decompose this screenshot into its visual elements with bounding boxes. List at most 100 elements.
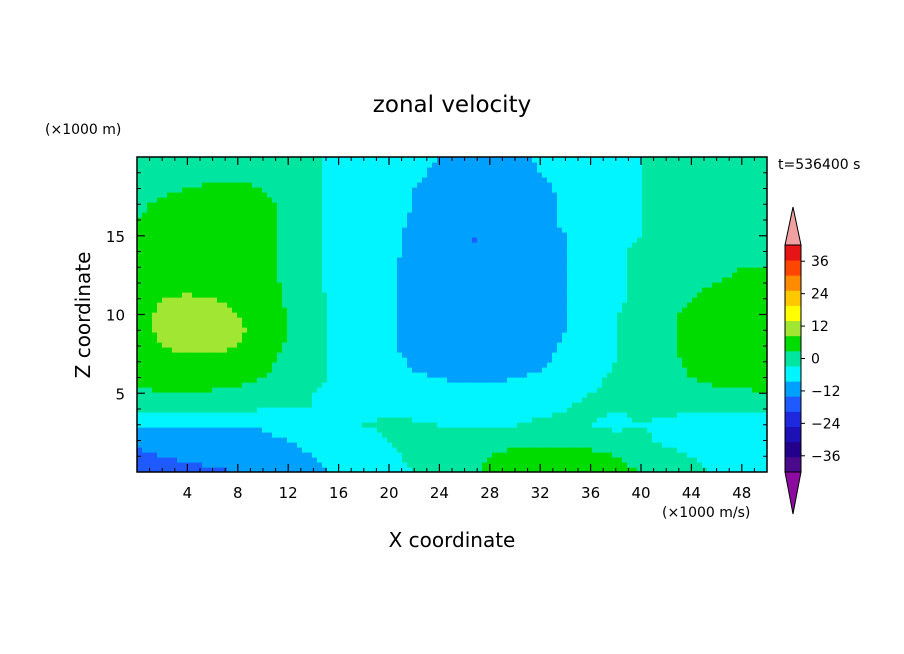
field-cell xyxy=(497,457,503,463)
field-cell xyxy=(242,402,248,408)
field-cell xyxy=(137,457,143,463)
field-cell xyxy=(172,442,178,448)
field-cell xyxy=(732,317,738,323)
field-cell xyxy=(492,437,498,443)
field-cell xyxy=(512,287,518,293)
field-cell xyxy=(732,287,738,293)
field-cell xyxy=(332,272,338,278)
field-cell xyxy=(302,357,308,363)
field-cell xyxy=(257,377,263,383)
field-cell xyxy=(267,322,273,328)
field-cell xyxy=(157,312,163,318)
field-cell xyxy=(437,297,443,303)
field-cell xyxy=(632,282,638,288)
field-cell xyxy=(612,402,618,408)
field-cell xyxy=(232,327,238,333)
field-cell xyxy=(212,422,218,428)
field-cell xyxy=(322,387,328,393)
field-cell xyxy=(212,332,218,338)
field-cell xyxy=(562,377,568,383)
field-cell xyxy=(362,407,368,413)
field-cell xyxy=(597,382,603,388)
field-cell xyxy=(147,352,153,358)
field-cell xyxy=(447,377,453,383)
field-cell xyxy=(327,372,333,378)
field-cell xyxy=(247,287,253,293)
field-cell xyxy=(207,287,213,293)
field-cell xyxy=(532,292,538,298)
field-cell xyxy=(302,377,308,383)
field-cell xyxy=(537,402,543,408)
field-cell xyxy=(712,407,718,413)
field-cell xyxy=(457,422,463,428)
field-cell xyxy=(307,437,313,443)
field-cell xyxy=(262,422,268,428)
field-cell xyxy=(332,377,338,383)
field-cell xyxy=(307,422,313,428)
field-cell xyxy=(627,317,633,323)
field-cell xyxy=(177,307,183,313)
field-cell xyxy=(657,367,663,373)
field-cell xyxy=(442,352,448,358)
field-cell xyxy=(512,417,518,423)
field-cell xyxy=(662,417,668,423)
field-cell xyxy=(682,417,688,423)
field-cell xyxy=(567,397,573,403)
field-cell xyxy=(637,352,643,358)
field-cell xyxy=(712,447,718,453)
field-cell xyxy=(172,272,178,278)
field-cell xyxy=(642,287,648,293)
field-cell xyxy=(297,422,303,428)
field-cell xyxy=(527,452,533,458)
field-cell xyxy=(247,387,253,393)
field-cell xyxy=(492,302,498,308)
field-cell xyxy=(567,302,573,308)
field-cell xyxy=(202,422,208,428)
field-cell xyxy=(367,372,373,378)
field-cell xyxy=(152,412,158,418)
field-cell xyxy=(197,292,203,298)
field-cell xyxy=(612,447,618,453)
field-cell xyxy=(252,352,258,358)
field-cell xyxy=(647,332,653,338)
field-cell xyxy=(732,437,738,443)
field-cell xyxy=(267,352,273,358)
field-cell xyxy=(737,392,743,398)
field-cell xyxy=(152,332,158,338)
field-cell xyxy=(717,302,723,308)
field-cell xyxy=(747,347,753,353)
field-cell xyxy=(437,277,443,283)
field-cell xyxy=(262,332,268,338)
field-cell xyxy=(197,402,203,408)
field-cell xyxy=(207,312,213,318)
field-cell xyxy=(692,302,698,308)
field-cell xyxy=(362,417,368,423)
field-cell xyxy=(352,287,358,293)
field-cell xyxy=(432,457,438,463)
field-cell xyxy=(267,302,273,308)
field-cell xyxy=(187,327,193,333)
field-cell xyxy=(292,292,298,298)
field-cell xyxy=(212,337,218,343)
field-cell xyxy=(412,312,418,318)
field-cell xyxy=(592,357,598,363)
field-cell xyxy=(272,332,278,338)
field-cell xyxy=(542,372,548,378)
field-cell xyxy=(612,292,618,298)
field-cell xyxy=(542,322,548,328)
field-cell xyxy=(447,362,453,368)
field-cell xyxy=(212,437,218,443)
field-cell xyxy=(502,282,508,288)
field-cell xyxy=(402,347,408,353)
field-cell xyxy=(302,322,308,328)
field-cell xyxy=(702,412,708,418)
field-cell xyxy=(487,292,493,298)
field-cell xyxy=(262,467,268,472)
field-cell xyxy=(537,377,543,383)
field-cell xyxy=(567,357,573,363)
field-cell xyxy=(752,407,758,413)
field-cell xyxy=(487,282,493,288)
field-cell xyxy=(452,332,458,338)
field-cell xyxy=(622,447,628,453)
field-cell xyxy=(327,467,333,472)
